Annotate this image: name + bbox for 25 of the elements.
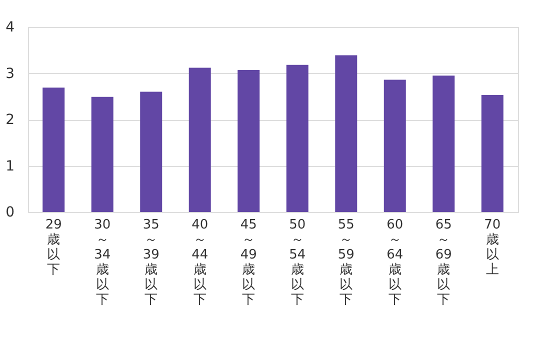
bar xyxy=(286,64,308,212)
bar xyxy=(42,88,65,212)
bar xyxy=(335,55,358,212)
x-tick-label: 65～69歳以下 xyxy=(435,218,452,308)
y-tick-label: 4 xyxy=(6,20,15,36)
x-tick-label: 60～64歳以下 xyxy=(386,218,404,308)
x-tick-label: 35～39歳以下 xyxy=(142,218,160,308)
x-tick-label: 70歳以上 xyxy=(484,218,501,278)
x-tick-label: 55～59歳以下 xyxy=(338,218,354,308)
bar xyxy=(384,80,406,212)
bar xyxy=(481,94,504,212)
x-tick-label: 40～44歳以下 xyxy=(192,218,208,308)
bar xyxy=(188,68,211,212)
y-tick-label: 0 xyxy=(6,204,14,220)
bar xyxy=(140,92,162,212)
bar xyxy=(432,76,455,212)
x-tick-label: 30～34歳以下 xyxy=(94,218,111,308)
x-tick-label: 50～54歳以下 xyxy=(289,218,306,308)
y-tick-label: 2 xyxy=(6,112,14,128)
y-tick-label: 1 xyxy=(6,158,14,174)
y-tick-label: 3 xyxy=(6,66,14,82)
bar xyxy=(238,70,260,212)
x-tick-label: 45～49歳以下 xyxy=(240,218,257,308)
x-tick-label: 29歳以下 xyxy=(45,218,62,278)
bar xyxy=(91,96,114,212)
